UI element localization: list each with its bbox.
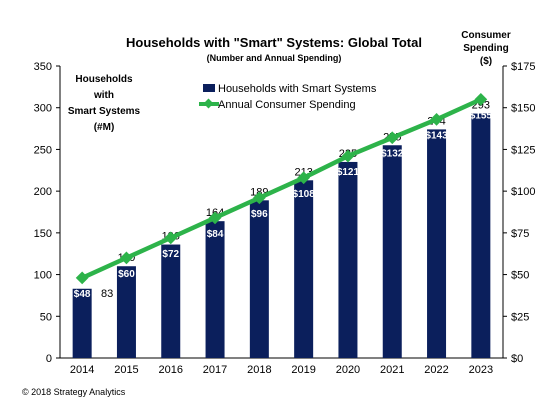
line-marker bbox=[474, 93, 488, 106]
spending-line bbox=[81, 97, 482, 280]
left-tick-label: 250 bbox=[34, 144, 52, 156]
bar bbox=[161, 244, 181, 358]
bar bbox=[72, 288, 92, 358]
line-value-labels: $48 $60 $72 $84 $96 $108 $121 $132 $143 $155 bbox=[74, 110, 493, 300]
left-tick-label: 350 bbox=[34, 61, 52, 73]
bar bbox=[205, 221, 225, 358]
legend-line-marker bbox=[203, 98, 214, 109]
line-value-label: $96 bbox=[251, 209, 268, 220]
line-marker bbox=[385, 131, 399, 145]
line-value-label: $72 bbox=[162, 249, 179, 260]
legend-line-label: Annual Consumer Spending bbox=[218, 99, 356, 111]
line-value-label: $121 bbox=[337, 167, 360, 178]
line-marker bbox=[252, 191, 266, 205]
line-value-label: $108 bbox=[293, 189, 316, 200]
x-tick-label: 2022 bbox=[424, 364, 448, 376]
left-tick-label: 200 bbox=[34, 186, 52, 198]
copyright-text: © 2018 Strategy Analytics bbox=[22, 387, 126, 397]
x-tick-label: 2016 bbox=[159, 364, 183, 376]
bar bbox=[294, 180, 314, 358]
legend: Households with Smart Systems Annual Cons… bbox=[199, 83, 377, 111]
line-value-label: $143 bbox=[425, 130, 448, 141]
bar bbox=[249, 200, 269, 358]
right-tick-label: $150 bbox=[511, 103, 535, 115]
bar bbox=[116, 266, 136, 358]
right-tick-label: $175 bbox=[511, 61, 535, 73]
line-marker bbox=[120, 251, 133, 265]
right-tick-label: $0 bbox=[511, 353, 523, 365]
line-marker bbox=[297, 171, 311, 185]
bar bbox=[382, 145, 402, 358]
x-tick-label: 2014 bbox=[70, 364, 94, 376]
right-tick-label: $50 bbox=[511, 270, 529, 282]
line-value-label: $60 bbox=[118, 269, 135, 280]
right-tick-label: $75 bbox=[511, 228, 529, 240]
line-marker bbox=[430, 113, 443, 126]
left-tick-label: 50 bbox=[40, 311, 52, 323]
line-marker bbox=[341, 149, 355, 163]
x-tick-label: 2021 bbox=[380, 364, 404, 376]
line-series bbox=[75, 93, 488, 285]
line-value-label: $84 bbox=[207, 229, 224, 240]
x-tick-label: 2019 bbox=[291, 364, 315, 376]
chart-subtitle: (Number and Annual Spending) bbox=[207, 53, 342, 63]
legend-bar-label: Households with Smart Systems bbox=[218, 83, 377, 95]
chart-title: Households with "Smart" Systems: Global … bbox=[126, 35, 422, 50]
left-tick-label: 150 bbox=[34, 228, 52, 240]
right-axis-label-line: ($) bbox=[480, 56, 492, 67]
x-axis-ticks: 2014 2015 2016 2017 2018 2019 2020 2021 2022 2023 bbox=[70, 364, 493, 376]
line-value-label: $48 bbox=[74, 289, 91, 300]
right-tick-label: $125 bbox=[511, 144, 535, 156]
x-tick-label: 2015 bbox=[114, 364, 138, 376]
right-axis-label-line: Spending bbox=[463, 43, 509, 54]
left-axis-label-line: (#M) bbox=[94, 122, 115, 133]
x-tick-label: 2017 bbox=[203, 364, 227, 376]
line-marker bbox=[208, 211, 222, 225]
left-axis-label-line: with bbox=[93, 90, 114, 101]
right-axis-label-line: Consumer bbox=[461, 30, 511, 41]
line-value-label: $132 bbox=[381, 149, 404, 160]
bar bbox=[427, 129, 447, 358]
x-tick-label: 2018 bbox=[247, 364, 271, 376]
left-tick-label: 0 bbox=[46, 353, 52, 365]
right-tick-label: $25 bbox=[511, 311, 529, 323]
line-marker bbox=[164, 231, 178, 245]
x-tick-label: 2020 bbox=[336, 364, 360, 376]
left-axis-label-line: Smart Systems bbox=[68, 106, 141, 117]
left-axis-label: Households with Smart Systems (#M) bbox=[68, 74, 141, 133]
right-axis-label: Consumer Spending ($) bbox=[461, 30, 511, 67]
right-tick-label: $100 bbox=[511, 186, 535, 198]
x-tick-label: 2023 bbox=[469, 364, 493, 376]
bar bbox=[338, 161, 358, 358]
legend-bar-swatch bbox=[203, 84, 215, 92]
line-value-label: $155 bbox=[470, 110, 493, 121]
left-tick-label: 100 bbox=[34, 270, 52, 282]
left-axis-label-line: Households bbox=[75, 74, 133, 85]
line-marker bbox=[75, 271, 89, 285]
bar-value-label: 83 bbox=[101, 288, 113, 300]
axes: 0 50 100 150 200 250 300 350 $0 $25 $50 $75 $100 $125… bbox=[34, 61, 536, 365]
left-tick-label: 300 bbox=[34, 103, 52, 115]
bar-series bbox=[72, 113, 491, 358]
bar bbox=[471, 113, 491, 358]
